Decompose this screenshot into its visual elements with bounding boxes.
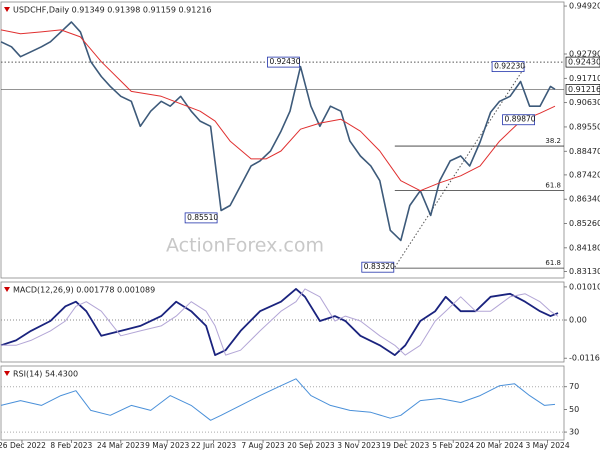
annotation-box xyxy=(361,261,395,273)
watermark: ActionForex.com xyxy=(166,235,324,257)
y-tick-label: 0.91710 xyxy=(569,74,600,83)
level-box xyxy=(565,56,600,68)
y-tick-label: 70 xyxy=(569,382,579,391)
annotation-box xyxy=(502,114,535,126)
x-tick-label: 8 Feb 2023 xyxy=(50,441,92,450)
x-tick-label: 26 Dec 2022 xyxy=(0,441,46,450)
x-tick-label: 24 Mar 2023 xyxy=(97,441,145,450)
x-tick-label: 3 Nov 2023 xyxy=(337,441,380,450)
y-tick-label: 0.87420 xyxy=(569,170,600,179)
series-line xyxy=(0,21,556,242)
fib-label: 61.8 xyxy=(545,259,561,267)
y-tick-label: 0.010101 xyxy=(569,282,600,291)
annotation-label: 0.83320 xyxy=(364,262,395,271)
y-tick-label: 0.88470 xyxy=(569,147,600,156)
annotation-box xyxy=(184,212,218,224)
trend-line xyxy=(394,66,526,268)
title-icon xyxy=(4,371,10,376)
annotation-box xyxy=(267,56,300,68)
annotation-box xyxy=(491,61,525,73)
y-tick-label: 0.00 xyxy=(569,316,587,325)
fib-label: 61.8 xyxy=(545,182,561,190)
x-tick-label: 22 Jun 2023 xyxy=(191,441,236,450)
last-price-label: 0.91216 xyxy=(568,85,600,94)
x-tick-label: 3 May 2024 xyxy=(525,441,569,450)
x-tick-label: 20 Mar 2024 xyxy=(476,441,524,450)
x-tick-label: 7 Aug 2023 xyxy=(241,441,284,450)
x-tick-label: 9 May 2023 xyxy=(145,441,189,450)
x-tick-label: 19 Dec 2023 xyxy=(381,441,429,450)
x-tick-label: 20 Sep 2023 xyxy=(287,441,335,450)
panel-frame xyxy=(0,1,565,279)
y-tick-label: 0.84180 xyxy=(569,243,600,252)
y-tick-label: 30 xyxy=(569,428,579,437)
y-tick-label: -0.011645 xyxy=(569,354,600,363)
y-tick-label: 0.86340 xyxy=(569,195,600,204)
annotation-label: 0.92430 xyxy=(269,57,300,66)
panel-title: RSI(14) 54.4300 xyxy=(13,370,78,379)
y-tick-label: 0.90630 xyxy=(569,98,600,107)
y-tick-label: 0.94920 xyxy=(569,2,600,11)
fib-label: 38.2 xyxy=(545,137,561,145)
last-price-box xyxy=(565,84,600,95)
y-tick-label: 50 xyxy=(569,405,579,414)
panel-title: MACD(12,26,9) 0.001778 0.001089 xyxy=(13,286,155,295)
annotation-label: 0.85510 xyxy=(187,213,218,222)
x-tick-label: 5 Feb 2024 xyxy=(432,441,474,450)
series-line xyxy=(0,288,559,356)
y-tick-label: 0.89550 xyxy=(569,122,600,131)
y-tick-label: 0.85260 xyxy=(569,219,600,228)
series-line xyxy=(1,288,559,356)
title-icon xyxy=(4,287,10,292)
y-tick-label: 0.92790 xyxy=(569,50,600,59)
panel-frame xyxy=(0,365,565,441)
level-label: 0.92430 xyxy=(568,58,600,67)
series-line xyxy=(0,378,556,421)
title-icon xyxy=(4,7,10,12)
panel-frame xyxy=(0,281,565,363)
series-line xyxy=(0,29,556,192)
y-tick-label: 0.83130 xyxy=(569,267,600,276)
annotation-label: 0.89870 xyxy=(505,115,536,124)
annotation-label: 0.92230 xyxy=(494,62,525,71)
panel-title: USDCHF,Daily 0.91349 0.91398 0.91159 0.9… xyxy=(13,6,212,15)
